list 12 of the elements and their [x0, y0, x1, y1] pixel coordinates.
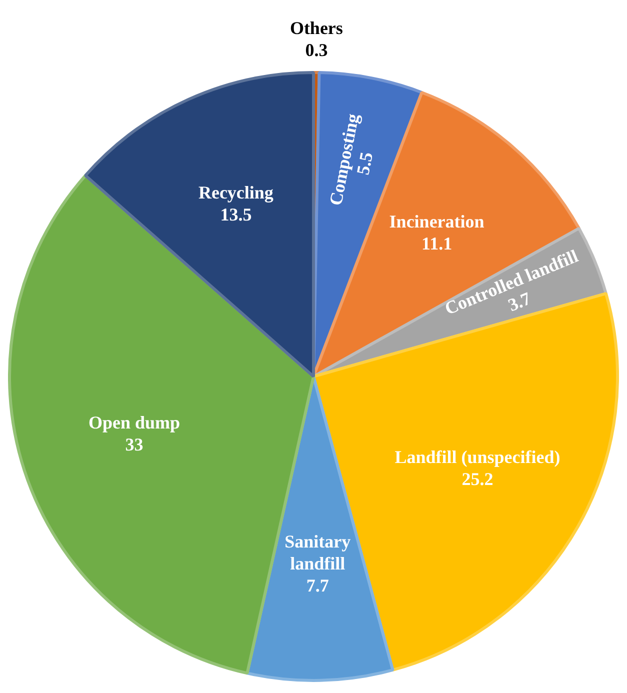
slice-label: Recycling	[198, 182, 274, 202]
slice-label: Open dump	[88, 412, 180, 432]
data-label: 25.2	[462, 469, 494, 490]
data-label: 7.7	[306, 576, 329, 596]
data-label: 13.5	[220, 204, 252, 224]
slice-label: Others	[290, 18, 343, 38]
data-label: 33	[125, 434, 144, 454]
slice-label: Sanitary landfill	[284, 532, 351, 574]
slice-label: Landfill (unspecified)	[394, 447, 560, 468]
data-label: 11.1	[422, 234, 452, 254]
slice-label: Incineration	[389, 212, 484, 232]
data-label: 0.3	[305, 40, 328, 60]
